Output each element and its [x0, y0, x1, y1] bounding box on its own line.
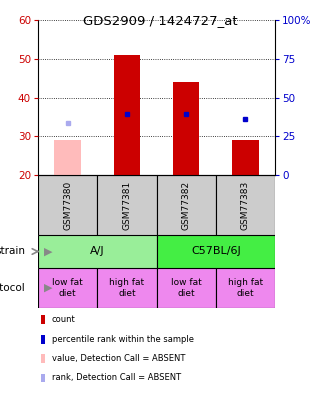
Bar [38, 235, 156, 268]
Bar [97, 175, 156, 235]
Bar [232, 140, 259, 175]
Text: ▶: ▶ [44, 247, 53, 256]
Text: ▶: ▶ [44, 283, 53, 293]
Text: percentile rank within the sample: percentile rank within the sample [52, 335, 194, 343]
Bar [156, 268, 216, 308]
Text: protocol: protocol [0, 283, 25, 293]
Text: high fat
diet: high fat diet [109, 278, 144, 298]
Text: count: count [52, 315, 76, 324]
Bar [38, 268, 97, 308]
Bar [156, 175, 216, 235]
Text: GSM77382: GSM77382 [182, 181, 191, 230]
Text: low fat
diet: low fat diet [52, 278, 83, 298]
Bar [54, 140, 81, 175]
Bar [114, 55, 140, 175]
Bar [216, 175, 275, 235]
Text: rank, Detection Call = ABSENT: rank, Detection Call = ABSENT [52, 373, 181, 382]
Bar [156, 235, 275, 268]
Text: GDS2909 / 1424727_at: GDS2909 / 1424727_at [83, 14, 237, 27]
Bar [97, 268, 156, 308]
Text: value, Detection Call = ABSENT: value, Detection Call = ABSENT [52, 354, 185, 363]
Text: GSM77380: GSM77380 [63, 180, 72, 230]
Text: GSM77383: GSM77383 [241, 180, 250, 230]
Text: GSM77381: GSM77381 [122, 180, 132, 230]
Text: strain: strain [0, 247, 25, 256]
Text: low fat
diet: low fat diet [171, 278, 202, 298]
Text: high fat
diet: high fat diet [228, 278, 263, 298]
Bar [216, 268, 275, 308]
Text: C57BL/6J: C57BL/6J [191, 247, 241, 256]
Text: A/J: A/J [90, 247, 105, 256]
Bar [38, 175, 97, 235]
Bar [173, 82, 199, 175]
